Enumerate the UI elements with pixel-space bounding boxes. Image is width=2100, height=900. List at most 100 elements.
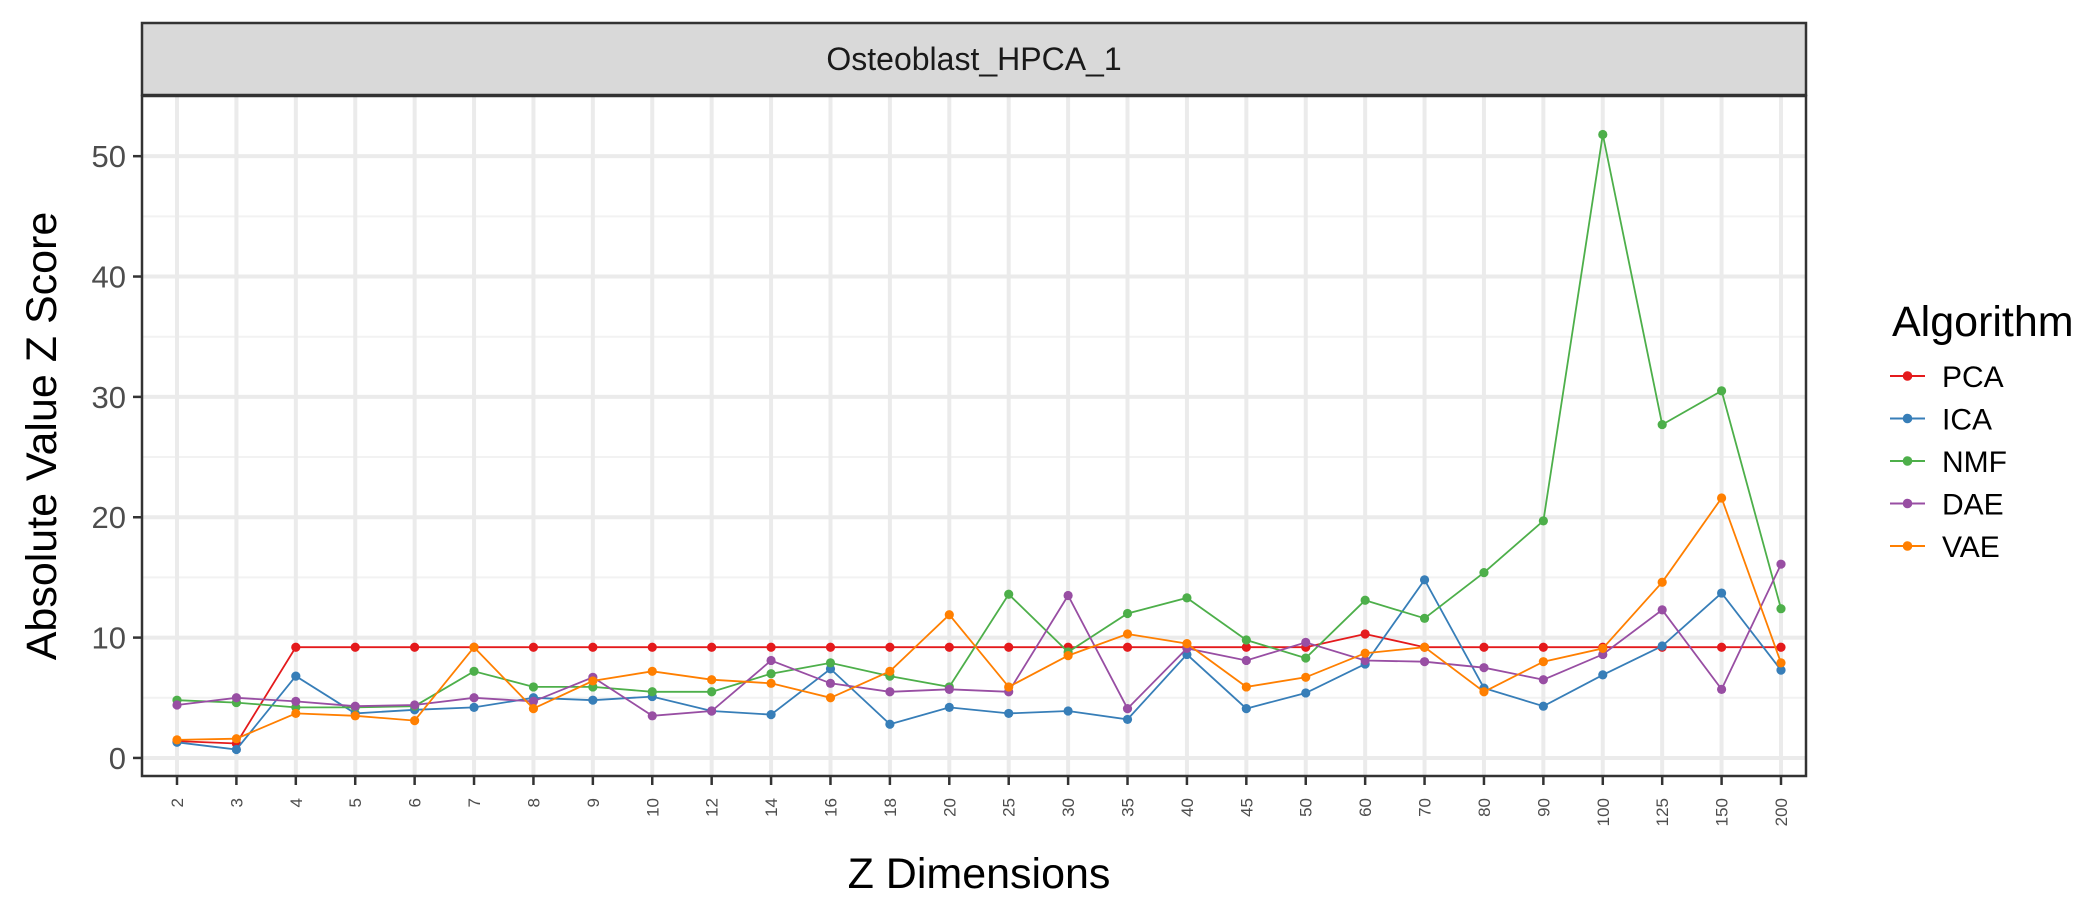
data-point-nmf [707,687,717,697]
data-point-pca [1538,642,1548,652]
data-point-ica [1419,575,1430,585]
data-point-ica [944,702,954,712]
x-tick-label: 200 [1772,798,1791,826]
data-point-pca [1241,642,1251,652]
data-point-pca [1360,629,1370,639]
x-tick-label: 18 [881,798,900,817]
data-point-pca [885,642,895,652]
series-line-vae [176,496,1782,741]
data-point-vae [172,735,182,745]
data-point-vae [766,678,776,688]
data-point-dae [1301,637,1311,648]
x-tick-label: 25 [1000,798,1019,817]
data-point-dae [1776,559,1786,569]
data-point-vae [1657,577,1667,587]
data-point-nmf [1598,129,1608,140]
x-tick-label: 12 [703,798,722,817]
data-point-vae [1301,672,1311,682]
data-point-vae [469,642,479,652]
data-point-ica [885,719,895,729]
data-point-nmf [1657,419,1667,430]
data-point-ica [469,702,479,712]
data-point-pca [1004,642,1014,652]
x-tick-label: 9 [584,798,603,807]
data-point-vae [1004,682,1014,692]
data-point-nmf [825,658,836,668]
x-tick-label: 150 [1713,798,1732,826]
data-point-nmf [1419,613,1430,623]
data-point-nmf [1004,589,1014,599]
x-tick-label: 20 [940,798,959,817]
data-point-ica [1122,714,1133,725]
data-point-vae [231,734,242,744]
data-point-dae [528,696,539,706]
x-tick-label: 45 [1237,798,1256,817]
grid-major [142,96,1806,776]
data-point-vae [1419,642,1430,652]
x-tick-label: 60 [1356,798,1375,817]
legend-label-nmf: NMF [1942,446,2007,479]
data-point-vae [1122,629,1133,639]
data-point-vae [1538,657,1548,667]
data-point-vae [350,711,360,721]
data-point-nmf [1182,593,1192,603]
x-axis: 2 3 4 5 6 7 8 9 10 12 14 16 18 20 25 30 35 40 45 50 60 70 80 90… [168,776,1791,826]
data-point-pca [647,642,657,652]
data-point-dae [172,700,182,710]
data-point-pca [707,642,717,652]
series-line-nmf [176,134,1782,709]
x-tick-label: 5 [346,798,365,807]
x-tick-label: 70 [1416,798,1435,817]
data-point-dae [1360,655,1370,666]
x-tick-label: 16 [821,798,840,817]
data-point-pca [944,642,954,652]
data-point-pca [410,642,420,652]
data-point-vae [1479,687,1489,697]
facet-title: Osteoblast_HPCA_1 [826,41,1121,77]
data-point-vae [1776,658,1786,668]
data-point-dae [1419,657,1430,667]
data-point-ica [1598,670,1608,680]
data-point-dae [1479,663,1489,673]
x-axis-title: Z Dimensions [848,850,1111,898]
x-tick-label: 100 [1594,798,1613,826]
data-point-pca [1716,642,1727,652]
data-point-dae [885,687,895,697]
series-layer [172,129,1786,755]
data-point-vae [1241,682,1251,692]
x-tick-label: 90 [1534,798,1553,817]
data-point-nmf [1122,608,1133,619]
data-point-vae [1598,643,1608,654]
legend-label-ica: ICA [1942,404,1992,437]
data-point-vae [647,666,657,676]
legend-key-point-vae [1902,541,1913,551]
data-point-pca [1479,642,1489,652]
data-point-pca [766,642,776,652]
data-point-dae [707,706,717,716]
data-point-ica [291,671,301,681]
grid-minor [142,215,1806,699]
data-point-nmf [647,687,657,697]
data-point-dae [1122,704,1133,714]
x-tick-label: 2 [168,798,187,807]
legend-key-point-pca [1902,371,1913,381]
y-axis: 0 10 20 30 40 50 [92,139,142,776]
data-point-pca [825,642,836,652]
data-point-vae [944,610,954,620]
data-point-ica [1004,708,1014,719]
y-tick-label: 0 [109,741,126,776]
y-tick-label: 50 [92,139,126,174]
data-point-nmf [1776,604,1786,614]
data-point-pca [528,642,539,652]
data-point-dae [1063,590,1073,601]
data-point-dae [350,701,360,711]
data-point-nmf [1360,595,1370,605]
data-point-ica [1538,701,1548,711]
data-point-vae [1716,493,1727,503]
x-tick-label: 80 [1475,798,1494,817]
data-point-pca [291,642,301,652]
data-point-pca [1776,642,1786,652]
x-tick-label: 50 [1297,798,1316,817]
data-point-ica [1301,688,1311,698]
